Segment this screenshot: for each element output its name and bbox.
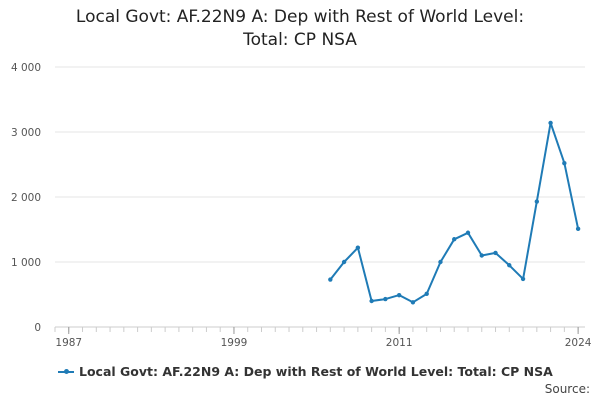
source-label: Source: — [544, 382, 590, 396]
gridlines — [55, 66, 585, 263]
chart-title-line-1: Local Govt: AF.22N9 A: Dep with Rest of … — [75, 7, 525, 27]
data-point[interactable] — [534, 199, 540, 204]
data-point[interactable] — [520, 276, 526, 282]
x-tick-label: 2011 — [386, 337, 413, 349]
y-tick-label: 4 000 — [11, 62, 41, 74]
legend-swatch — [58, 368, 74, 374]
data-point[interactable] — [479, 253, 484, 258]
data-point[interactable] — [507, 263, 512, 268]
y-tick-label: 2 000 — [11, 192, 41, 204]
y-tick-label: 0 — [34, 322, 41, 334]
data-point[interactable] — [575, 226, 581, 232]
series-line — [329, 121, 580, 304]
axes: 0 1 000 2 000 3 000 4 000 1987 1999 2011 2024 — [11, 62, 592, 349]
data-point[interactable] — [369, 298, 374, 304]
y-tick-label: 1 000 — [11, 257, 41, 269]
chart-legend[interactable]: Local Govt: AF.22N9 A: Dep with Rest of … — [58, 364, 553, 379]
data-point[interactable] — [465, 230, 471, 235]
data-point[interactable] — [548, 120, 553, 126]
legend-marker — [64, 368, 69, 374]
chart-title: Local Govt: AF.22N9 A: Dep with Rest of … — [0, 6, 600, 52]
data-point[interactable] — [396, 292, 402, 298]
data-point[interactable] — [438, 259, 443, 265]
x-tick-label: 1999 — [221, 337, 248, 349]
data-point[interactable] — [410, 300, 416, 305]
y-tick-label: 3 000 — [11, 127, 41, 139]
data-point[interactable] — [452, 237, 457, 242]
legend-label: Local Govt: AF.22N9 A: Dep with Rest of … — [79, 364, 553, 379]
data-point[interactable] — [383, 296, 388, 302]
series-layer — [328, 120, 581, 305]
data-point[interactable] — [341, 259, 347, 265]
data-point[interactable] — [328, 277, 333, 282]
data-point[interactable] — [562, 161, 567, 166]
data-point[interactable] — [355, 245, 361, 250]
x-tick-label: 1987 — [55, 337, 82, 349]
x-tick-label: 2024 — [565, 337, 592, 349]
data-point[interactable] — [493, 250, 498, 256]
chart-title-line-2: Total: CP NSA — [243, 30, 357, 50]
data-point[interactable] — [424, 291, 429, 297]
